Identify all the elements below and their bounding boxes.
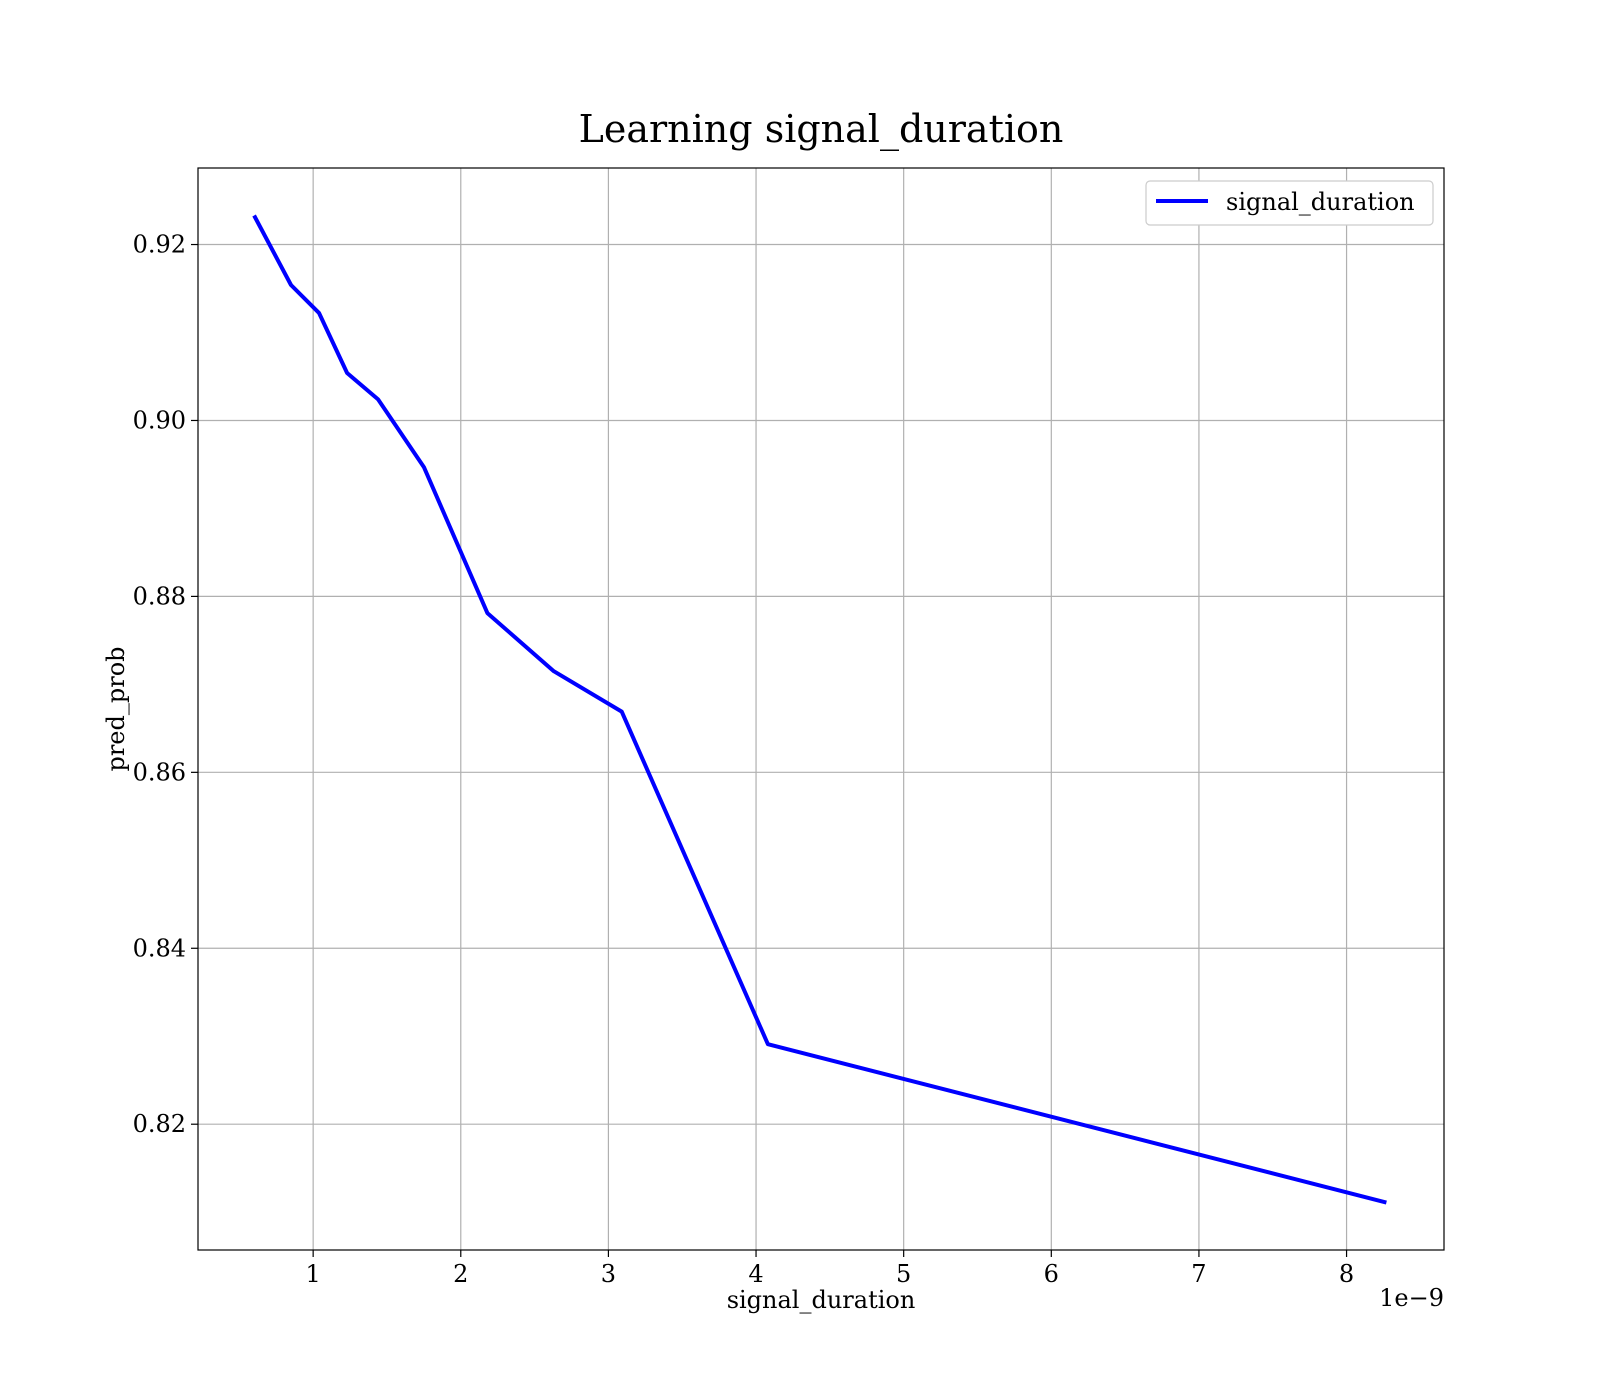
x-axis-offset-label: 1e−9 <box>1379 1284 1444 1312</box>
ticks: 1 2 3 4 5 6 7 8 0.82 0.84 0.86 0.88 0.90 0.92 <box>133 231 1355 1288</box>
y-tick-label: 0.92 <box>133 231 186 259</box>
x-tick-label: 4 <box>748 1260 763 1288</box>
legend: signal_duration <box>1145 180 1434 226</box>
x-tick-label: 1 <box>306 1260 321 1288</box>
x-axis-label: signal_duration <box>727 1286 916 1314</box>
chart-title: Learning signal_duration <box>579 107 1064 152</box>
legend-label: signal_duration <box>1226 188 1415 216</box>
x-tick-label: 6 <box>1044 1260 1059 1288</box>
x-tick-label: 5 <box>896 1260 911 1288</box>
y-tick-label: 0.86 <box>133 758 186 786</box>
y-tick-label: 0.88 <box>133 582 186 610</box>
y-tick-label: 0.82 <box>133 1110 186 1138</box>
plot-frame <box>197 167 1445 1251</box>
series-layer <box>252 214 1387 1205</box>
y-tick-label: 0.84 <box>133 934 186 962</box>
legend-box <box>1145 180 1434 226</box>
grid <box>198 168 1444 1250</box>
y-axis-label: pred_prob <box>102 646 130 771</box>
x-tick-label: 3 <box>601 1260 616 1288</box>
series-line <box>252 214 1387 1205</box>
x-tick-label: 2 <box>453 1260 468 1288</box>
x-tick-label: 7 <box>1191 1260 1206 1288</box>
y-tick-label: 0.90 <box>133 406 186 434</box>
x-tick-label: 8 <box>1339 1260 1354 1288</box>
